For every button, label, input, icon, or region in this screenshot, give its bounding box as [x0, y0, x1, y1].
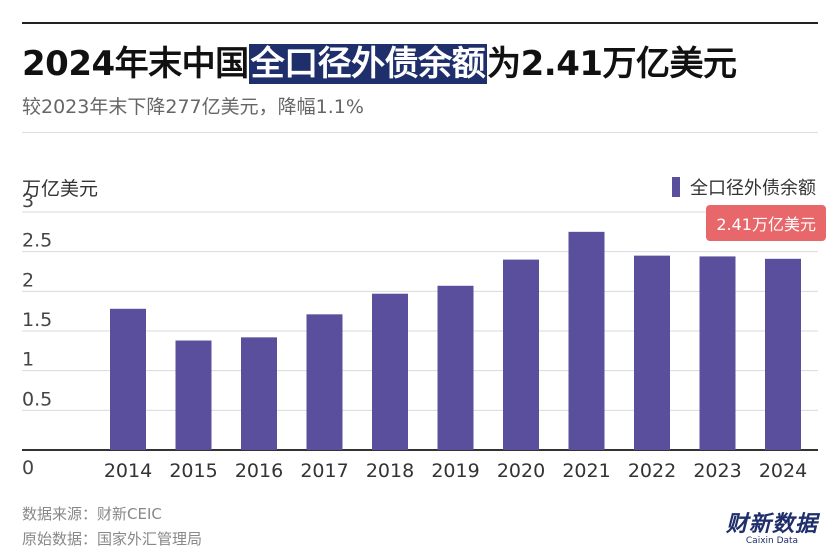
bar-2018: [372, 293, 408, 450]
x-tick-label-2020: 2020: [497, 460, 545, 482]
y-tick-label: 3: [22, 190, 34, 212]
y-tick-label: 0: [22, 457, 34, 479]
y-tick-label: 2: [22, 269, 34, 291]
data-source: 数据来源：财新CEIC: [22, 505, 162, 523]
x-tick-label-2018: 2018: [366, 460, 414, 482]
bar-2014: [110, 308, 146, 450]
chart-subtitle: 较2023年末下降277亿美元，降幅1.1%: [22, 96, 364, 118]
bar-2017: [306, 314, 343, 450]
logo-en: Caixin Data: [745, 536, 799, 546]
x-tick-label-2017: 2017: [300, 460, 348, 482]
bar-2019: [437, 285, 474, 450]
chart-title: 2024年末中国全口径外债余额为2.41万亿美元: [22, 36, 737, 85]
bar-2020: [503, 259, 539, 450]
value-callout: 2.41万亿美元: [706, 205, 826, 241]
bar-2015: [175, 340, 212, 450]
bar-2023: [699, 256, 736, 450]
x-tick-label-2023: 2023: [693, 460, 741, 482]
legend: 全口径外债余额: [672, 174, 816, 200]
x-tick-label-2016: 2016: [235, 460, 283, 482]
original-source: 原始数据：国家外汇管理局: [22, 530, 203, 548]
x-tick-label-2021: 2021: [562, 460, 610, 482]
x-tick-label-2022: 2022: [628, 460, 676, 482]
x-tick-label-2019: 2019: [431, 460, 479, 482]
legend-swatch: [672, 177, 680, 197]
title-highlight: 全口径外债余额: [248, 44, 488, 84]
logo-cn: 财新数据: [725, 512, 818, 537]
y-axis-unit-label: 万亿美元: [22, 178, 99, 200]
bar-2016: [241, 337, 277, 450]
y-tick-label: 1: [22, 349, 34, 371]
bar-2021: [568, 231, 605, 450]
title-suffix: 为2.41万亿美元: [487, 44, 737, 84]
header-divider: [22, 132, 818, 133]
y-tick-label: 1.5: [22, 309, 52, 331]
bar-2022: [634, 255, 670, 450]
x-tick-label-2014: 2014: [104, 460, 152, 482]
y-tick-label: 2.5: [22, 230, 52, 252]
title-prefix: 2024年末中国: [22, 44, 249, 84]
legend-label: 全口径外债余额: [690, 178, 816, 199]
x-tick-label-2015: 2015: [169, 460, 217, 482]
top-rule: [22, 22, 818, 24]
bar-2024: [765, 258, 801, 450]
x-tick-label-2024: 2024: [759, 460, 807, 482]
y-tick-label: 0.5: [22, 388, 52, 410]
caixin-data-logo: 财新数据 Caixin Data: [726, 506, 818, 546]
